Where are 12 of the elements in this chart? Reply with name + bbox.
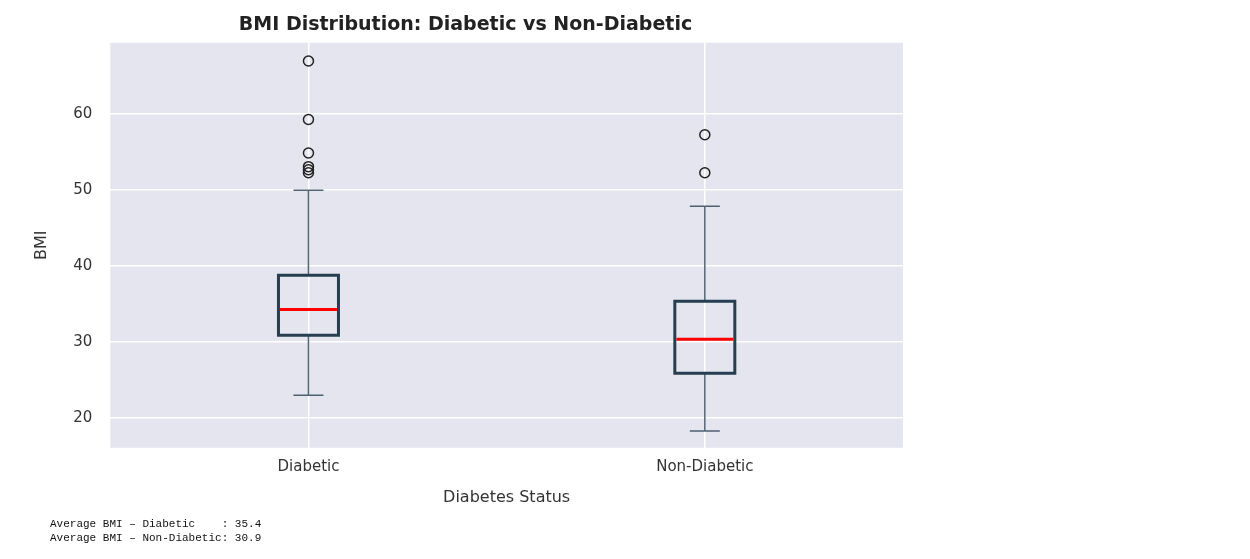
y-tick-label: 30 [73, 332, 93, 351]
y-tick-label: 20 [73, 408, 93, 427]
chart-title: BMI Distribution: Diabetic vs Non-Diabetic [238, 12, 693, 35]
text: Average BMI – Non-Diabetic: 30.9 [50, 532, 262, 544]
y-tick-label: 50 [73, 180, 93, 199]
x-tick-label: Non-Diabetic [656, 456, 754, 475]
x-tick-label: Diabetic [277, 456, 340, 475]
y-tick-label: 40 [73, 256, 93, 275]
text: Average BMI – Diabetic : 35.4 [50, 518, 262, 530]
x-axis-title: Diabetes Status [443, 486, 571, 506]
y-axis-title: BMI [30, 230, 50, 261]
y-tick-label: 60 [73, 104, 93, 123]
